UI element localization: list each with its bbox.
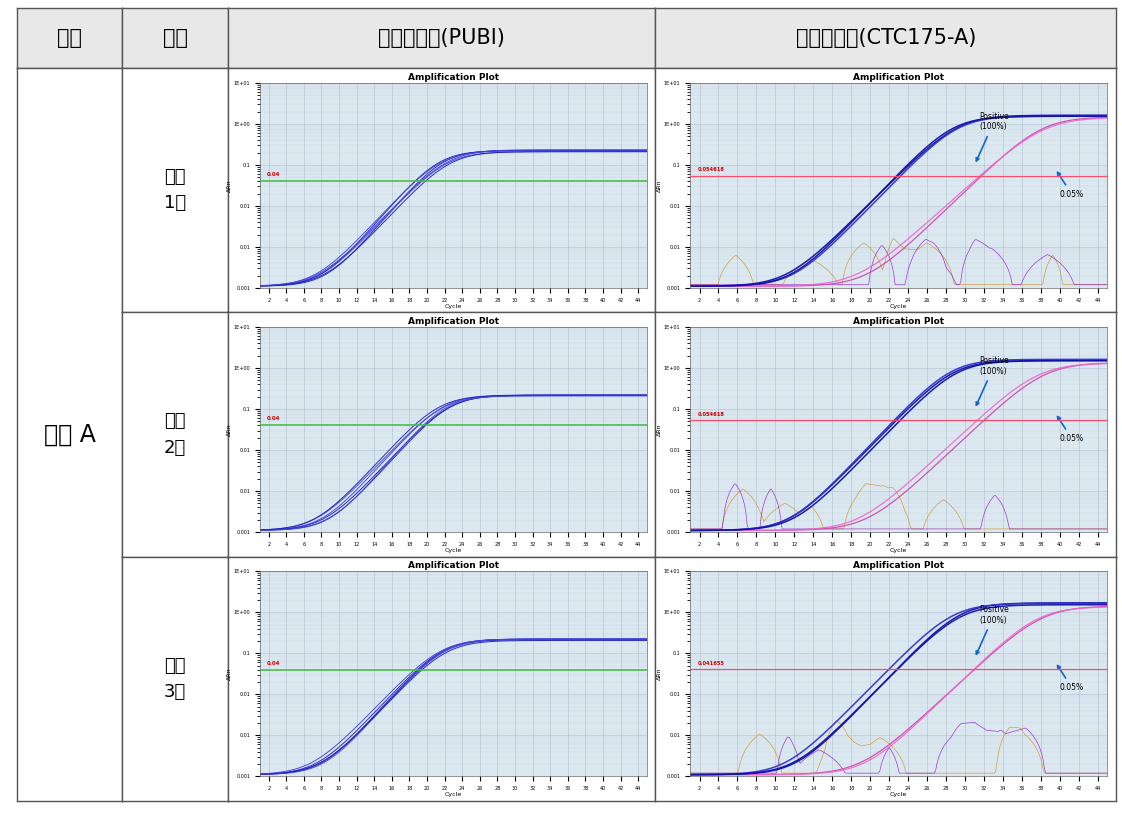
Text: 0.05%: 0.05% [1058, 172, 1084, 199]
X-axis label: Cycle: Cycle [444, 548, 462, 554]
Y-axis label: ΔRn: ΔRn [227, 179, 232, 192]
Text: 구분: 구분 [163, 28, 187, 48]
Y-axis label: ΔRn: ΔRn [657, 667, 662, 680]
Title: Amplification Plot: Amplification Plot [853, 562, 945, 571]
Text: Positive
(100%): Positive (100%) [976, 356, 1009, 405]
Text: 0.054618: 0.054618 [698, 411, 725, 416]
Y-axis label: ΔRn: ΔRn [657, 424, 662, 436]
X-axis label: Cycle: Cycle [890, 793, 908, 798]
Title: Amplification Plot: Amplification Plot [853, 73, 945, 82]
Text: 내재유전자(PUBI): 내재유전자(PUBI) [378, 28, 505, 48]
Text: 0.04: 0.04 [267, 172, 280, 177]
Text: 0.04: 0.04 [267, 416, 280, 421]
Text: 일내
1회: 일내 1회 [164, 168, 186, 212]
Title: Amplification Plot: Amplification Plot [408, 73, 499, 82]
Y-axis label: ΔRn: ΔRn [657, 179, 662, 192]
Title: Amplification Plot: Amplification Plot [408, 317, 499, 326]
X-axis label: Cycle: Cycle [444, 793, 462, 798]
Y-axis label: ΔRn: ΔRn [227, 667, 232, 680]
Text: 기관 A: 기관 A [44, 423, 95, 446]
Text: Positive
(100%): Positive (100%) [976, 605, 1009, 654]
X-axis label: Cycle: Cycle [890, 548, 908, 554]
Y-axis label: ΔRn: ΔRn [227, 424, 232, 436]
Title: Amplification Plot: Amplification Plot [853, 317, 945, 326]
Text: 일내
3회: 일내 3회 [164, 657, 186, 701]
Text: 0.054618: 0.054618 [698, 167, 725, 172]
Text: 0.04: 0.04 [267, 661, 280, 666]
Text: 기관: 기관 [57, 28, 82, 48]
Text: 구조유전자(CTC175-A): 구조유전자(CTC175-A) [795, 28, 976, 48]
Text: 0.05%: 0.05% [1058, 416, 1084, 443]
Text: 0.041655: 0.041655 [698, 661, 725, 666]
Text: Positive
(100%): Positive (100%) [976, 112, 1009, 161]
Text: 0.05%: 0.05% [1058, 666, 1084, 692]
Title: Amplification Plot: Amplification Plot [408, 562, 499, 571]
X-axis label: Cycle: Cycle [444, 304, 462, 309]
Text: 일내
2회: 일내 2회 [164, 412, 186, 457]
X-axis label: Cycle: Cycle [890, 304, 908, 309]
